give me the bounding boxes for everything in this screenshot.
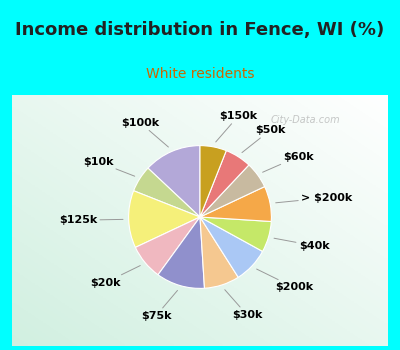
- Text: > $200k: > $200k: [276, 193, 352, 203]
- Wedge shape: [158, 217, 204, 288]
- Wedge shape: [200, 165, 265, 217]
- Text: Income distribution in Fence, WI (%): Income distribution in Fence, WI (%): [15, 21, 385, 39]
- Text: $40k: $40k: [274, 238, 329, 251]
- Wedge shape: [200, 217, 238, 288]
- Text: $30k: $30k: [225, 290, 262, 320]
- Text: $10k: $10k: [83, 157, 135, 176]
- Wedge shape: [200, 150, 249, 217]
- Text: $100k: $100k: [121, 118, 168, 147]
- Text: $125k: $125k: [59, 215, 123, 225]
- Wedge shape: [148, 146, 200, 217]
- Text: City-Data.com: City-Data.com: [270, 115, 340, 125]
- Text: $75k: $75k: [141, 290, 178, 321]
- Wedge shape: [134, 168, 200, 217]
- Text: $200k: $200k: [257, 269, 313, 292]
- Wedge shape: [128, 191, 200, 247]
- Text: $150k: $150k: [216, 111, 257, 142]
- Text: $50k: $50k: [242, 125, 286, 153]
- Text: $60k: $60k: [263, 152, 314, 172]
- Wedge shape: [200, 146, 226, 217]
- Wedge shape: [135, 217, 200, 275]
- Wedge shape: [200, 217, 262, 277]
- Wedge shape: [200, 187, 272, 222]
- Text: $20k: $20k: [90, 266, 140, 288]
- Wedge shape: [200, 217, 271, 251]
- Text: White residents: White residents: [146, 67, 254, 81]
